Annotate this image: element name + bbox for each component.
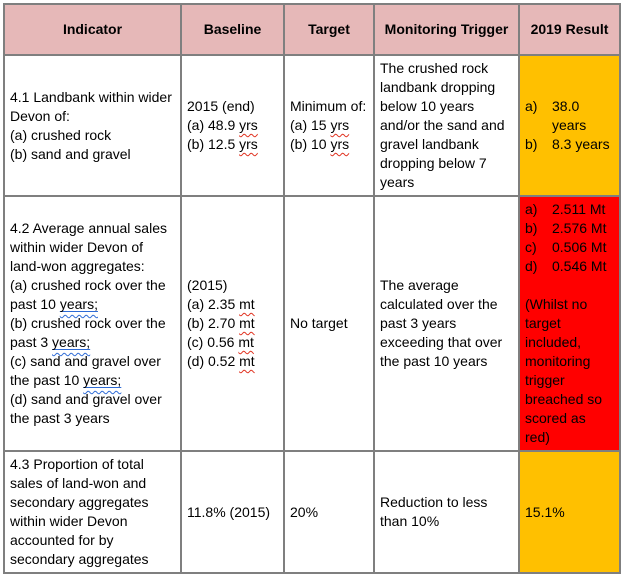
spellcheck-marked-text: yrs [330, 136, 350, 152]
text-line: 4.1 Landbank within wider Devon of: [10, 88, 175, 126]
text-line: (b) 10 yrs [290, 135, 368, 154]
cell-4-3-target: 20% [283, 450, 375, 574]
list-item-label: d) [525, 258, 538, 274]
text-line: 4.2 Average annual sales within wider De… [10, 219, 175, 276]
text-segment: (b) 12.5 [187, 136, 240, 152]
result-list: a) 38.0 years b) 8.3 years [525, 97, 614, 154]
text-line: (a) 15 yrs [290, 116, 368, 135]
list-item-label: b) [525, 136, 538, 152]
spellcheck-marked-text: mt [239, 353, 255, 369]
text-segment: (a) crushed rock over the past 10 [10, 277, 166, 312]
text-line: (c) sand and gravel over the past 10 yea… [10, 352, 175, 390]
text-segment: (c) 0.56 [187, 334, 239, 350]
header-row: Indicator Baseline Target Monitoring Tri… [3, 3, 621, 56]
column-header-2019-result: 2019 Result [518, 3, 621, 56]
text-segment: (a) crushed rock [10, 126, 112, 143]
text-segment: Minimum of: [290, 98, 367, 114]
list-item-value: 8.3 years [552, 136, 610, 152]
cell-4-1-indicator: 4.1 Landbank within wider Devon of: (a) c… [3, 54, 182, 197]
text-segment: 4.1 Landbank within wider Devon of: [10, 88, 172, 124]
cell-4-2-result-red: a) 2.511 Mt b) 2.576 Mt c) 0.506 Mt d) 0.546 Mt… [518, 195, 621, 452]
text-line: (2015) [187, 276, 278, 295]
list-item: a) 38.0 years [525, 97, 614, 135]
cell-4-3-monitoring-trigger: Reduction to less than 10% [373, 450, 520, 574]
list-item: b) 8.3 years [525, 135, 614, 154]
text-line: (a) 2.35 mt [187, 295, 278, 314]
text-segment: (a) 2.35 [187, 296, 240, 312]
cell-4-2-indicator: 4.2 Average annual sales within wider De… [3, 195, 182, 452]
list-item-value: 2.511 Mt [552, 201, 606, 217]
text-segment: (b) sand and gravel [10, 145, 131, 162]
text-line: (a) crushed rock over the past 10 years; [10, 276, 175, 314]
table-row-4-1: 4.1 Landbank within wider Devon of: (a) c… [3, 54, 621, 197]
cell-4-2-baseline: (2015) (a) 2.35 mt (b) 2.70 mt (c) 0.56 mt(… [180, 195, 285, 452]
text-segment: (c) sand and gravel over the past 10 [10, 353, 161, 388]
text-segment: 2015 (end) [187, 98, 255, 114]
cell-4-1-result-amber: a) 38.0 years b) 8.3 years [518, 54, 621, 197]
list-item: c) 0.506 Mt [525, 238, 614, 257]
column-header-target: Target [283, 3, 375, 56]
table-row-4-2: 4.2 Average annual sales within wider De… [3, 195, 621, 452]
grammar-marked-text: years; [83, 372, 122, 388]
text-segment: (b) 10 [290, 136, 331, 152]
column-header-baseline: Baseline [180, 3, 285, 56]
table-row-4-3: 4.3 Proportion of total sales of land-wo… [3, 450, 621, 574]
spellcheck-marked-text: yrs [239, 117, 258, 133]
text-segment: (b) crushed rock over the past 3 [10, 315, 166, 350]
list-item-value: 0.506 Mt [552, 239, 607, 255]
text-line: (d) 0.52 mt [187, 352, 278, 371]
result-list: a) 2.511 Mt b) 2.576 Mt c) 0.506 Mt d) 0.546 Mt [525, 200, 614, 276]
list-item-value: 2.576 Mt [552, 220, 607, 236]
text-segment: (a) 15 [290, 117, 331, 133]
cell-4-3-baseline: 11.8% (2015) [180, 450, 285, 574]
text-segment: (d) sand and gravel over the past 3 year… [10, 391, 162, 426]
cell-4-2-monitoring-trigger: The average calculated over the past 3 y… [373, 195, 520, 452]
text-segment: (a) 48.9 [187, 117, 240, 133]
text-segment: (2015) [187, 277, 228, 293]
list-item-value: 38.0 years [552, 98, 587, 133]
list-item-label: a) [525, 98, 538, 114]
column-header-indicator: Indicator [3, 3, 182, 56]
monitoring-table: Indicator Baseline Target Monitoring Tri… [3, 3, 621, 574]
text-line: (d) sand and gravel over the past 3 year… [10, 390, 175, 428]
text-line: Minimum of: [290, 97, 368, 116]
grammar-marked-text: years; [59, 296, 98, 312]
text-line: 2015 (end) [187, 97, 278, 116]
spellcheck-marked-text: mt [238, 334, 254, 350]
cell-4-3-indicator: 4.3 Proportion of total sales of land-wo… [3, 450, 182, 574]
text-segment: (d) 0.52 [187, 353, 240, 369]
list-item-label: c) [525, 239, 537, 255]
text-line: (a) crushed rock [10, 126, 175, 145]
list-item: b) 2.576 Mt [525, 219, 614, 238]
text-line: (c) 0.56 mt [187, 333, 278, 352]
grammar-marked-text: years; [52, 334, 91, 350]
text-line: (b) sand and gravel [10, 145, 175, 164]
list-item: a) 2.511 Mt [525, 200, 614, 219]
cell-4-1-baseline: 2015 (end) (a) 48.9 yrs (b) 12.5 yrs [180, 54, 285, 197]
text-line: (b) 2.70 mt [187, 314, 278, 333]
text-segment: 4.2 Average annual sales within wider De… [10, 220, 167, 274]
list-item-value: 0.546 Mt [552, 258, 607, 274]
text-line: (b) 12.5 yrs [187, 135, 278, 154]
list-item: d) 0.546 Mt [525, 257, 614, 276]
cell-4-1-monitoring-trigger: The crushed rock landbank dropping below… [373, 54, 520, 197]
list-item-label: a) [525, 201, 538, 217]
spellcheck-marked-text: mt [239, 315, 255, 331]
text-line: (b) crushed rock over the past 3 years; [10, 314, 175, 352]
spellcheck-marked-text: yrs [239, 136, 258, 152]
cell-4-2-target: No target [283, 195, 375, 452]
text-segment: (b) 2.70 [187, 315, 240, 331]
list-item-label: b) [525, 220, 538, 236]
column-header-monitoring-trigger: Monitoring Trigger [373, 3, 520, 56]
spellcheck-marked-text: mt [239, 296, 255, 312]
text-line: (a) 48.9 yrs [187, 116, 278, 135]
cell-4-1-target: Minimum of: (a) 15 yrs (b) 10 yrs [283, 54, 375, 197]
result-note: (Whilst no target included, monitoring t… [525, 296, 603, 445]
spellcheck-marked-text: yrs [330, 117, 350, 133]
cell-4-3-result-amber: 15.1% [518, 450, 621, 574]
